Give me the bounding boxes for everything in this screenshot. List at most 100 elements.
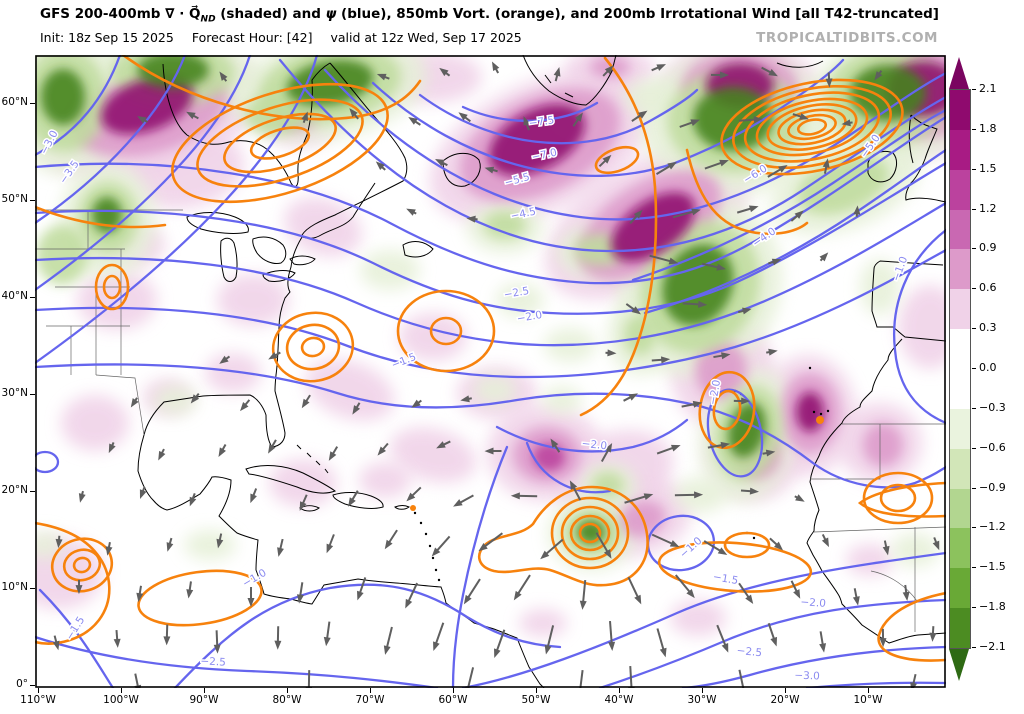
longitude-tick bbox=[204, 688, 205, 693]
longitude-tick-label: 100°W bbox=[103, 694, 139, 706]
latitude-tick-label: 10°N bbox=[1, 581, 28, 593]
init-time: Init: 18z Sep 15 2025 bbox=[40, 30, 174, 45]
title-suffix: (blue), 850mb Vort. (orange), and 200mb … bbox=[336, 6, 939, 22]
colorbar-tick bbox=[972, 646, 976, 648]
title-psi-symbol: ψ bbox=[325, 6, 337, 22]
longitude-tick-label: 70°W bbox=[355, 694, 385, 706]
colorbar-tick bbox=[972, 89, 976, 90]
colorbar-tick bbox=[972, 367, 976, 369]
latitude-tick bbox=[30, 103, 35, 104]
longitude-tick bbox=[287, 688, 288, 693]
colorbar-tick-label: 0.9 bbox=[979, 241, 997, 255]
colorbar-segment bbox=[950, 408, 970, 449]
latitude-tick bbox=[30, 491, 35, 492]
colorbar-tick bbox=[972, 288, 976, 290]
svg-text:−7.5: −7.5 bbox=[528, 114, 555, 129]
latitude-tick-label: 0° bbox=[16, 678, 28, 690]
watermark: TROPICALTIDBITS.COM bbox=[756, 30, 938, 46]
colorbar-segment bbox=[950, 448, 970, 489]
longitude-tick-label: 50°W bbox=[521, 694, 551, 706]
colorbar-tick bbox=[972, 208, 976, 210]
longitude-tick bbox=[702, 688, 703, 693]
colorbar-tick-label: 0.6 bbox=[979, 281, 997, 295]
state-country-borders-layer bbox=[35, 209, 946, 632]
colorbar-segment bbox=[950, 608, 970, 649]
colorbar-tick-label: −0.9 bbox=[979, 480, 1006, 494]
colorbar-tick-label: −1.8 bbox=[979, 600, 1006, 614]
latitude-tick-label: 40°N bbox=[1, 290, 28, 302]
colorbar-tick-label: −0.3 bbox=[979, 400, 1006, 414]
colorbar-segment bbox=[950, 129, 970, 170]
longitude-tick bbox=[619, 688, 620, 693]
colorbar-tick bbox=[972, 607, 976, 609]
forecast-hour: Forecast Hour: [42] bbox=[191, 30, 313, 45]
colorbar-tick bbox=[972, 527, 976, 529]
colorbar-segment bbox=[950, 528, 970, 569]
latitude-tick bbox=[30, 588, 35, 589]
colorbar bbox=[949, 57, 971, 681]
svg-text:−2.0: −2.0 bbox=[581, 438, 608, 453]
longitude-tick bbox=[785, 688, 786, 693]
title-sub-nd: ND bbox=[200, 14, 216, 25]
latitude-tick bbox=[30, 297, 35, 298]
svg-text:−2.0: −2.0 bbox=[800, 596, 826, 610]
svg-text:−2.5: −2.5 bbox=[200, 655, 226, 668]
longitude-tick bbox=[370, 688, 371, 693]
colorbar-tick-label: 1.5 bbox=[979, 161, 997, 175]
latitude-tick bbox=[30, 200, 35, 201]
colorbar-segment bbox=[950, 369, 970, 409]
longitude-tick bbox=[868, 688, 869, 693]
latitude-tick-label: 20°N bbox=[1, 484, 28, 496]
colorbar-segment bbox=[950, 90, 970, 130]
colorbar-tick bbox=[972, 168, 976, 170]
colorbar-segment bbox=[950, 249, 970, 290]
colorbar-segment bbox=[950, 169, 970, 210]
colorbar-tick bbox=[972, 567, 976, 569]
colorbar-segment bbox=[950, 329, 970, 370]
colorbar-segment bbox=[950, 209, 970, 250]
colorbar-tick-label: 2.1 bbox=[979, 82, 997, 95]
coastlines-layer bbox=[137, 55, 946, 688]
latitude-tick-label: 30°N bbox=[1, 387, 28, 399]
svg-text:−2.5: −2.5 bbox=[736, 645, 763, 660]
longitude-tick-label: 30°W bbox=[687, 694, 717, 706]
colorbar-tick-label: 1.8 bbox=[979, 121, 997, 135]
longitude-tick-label: 110°W bbox=[20, 694, 56, 706]
longitude-tick-label: 20°W bbox=[770, 694, 800, 706]
longitude-tick bbox=[536, 688, 537, 693]
init-valid-line: Init: 18z Sep 15 2025 Forecast Hour: [42]… bbox=[40, 30, 540, 45]
chart-title: GFS 200-400mb ∇ · Q⃗ND (shaded) and ψ (b… bbox=[40, 6, 939, 25]
latitude-tick-label: 50°N bbox=[1, 193, 28, 205]
colorbar-segment bbox=[950, 488, 970, 529]
colorbar-tick-label: 0.0 bbox=[979, 360, 997, 374]
longitude-tick bbox=[121, 688, 122, 693]
colorbar-segment bbox=[950, 568, 970, 609]
colorbar-tick bbox=[972, 328, 976, 330]
colorbar-tick bbox=[972, 447, 976, 449]
colorbar-tick-label: −1.2 bbox=[979, 520, 1006, 534]
colorbar-tick bbox=[972, 128, 976, 130]
vorticity-contours-layer bbox=[35, 55, 946, 662]
colorbar-tick-label: −1.5 bbox=[979, 560, 1006, 574]
map-frame bbox=[35, 55, 946, 688]
svg-text:−3.0: −3.0 bbox=[794, 670, 820, 683]
colorbar-under-arrow bbox=[949, 649, 969, 681]
map-canvas: −3.0−3.5−7.5−7.0−5.5−4.5−6.0−5.0−4.0−2.5… bbox=[35, 55, 946, 688]
latitude-tick-label: 60°N bbox=[1, 96, 28, 108]
colorbar-tick bbox=[972, 248, 976, 250]
longitude-tick bbox=[38, 688, 39, 693]
colorbar-tick-label: −2.1 bbox=[979, 639, 1006, 653]
longitude-tick-label: 40°W bbox=[604, 694, 634, 706]
colorbar-tick-label: −0.6 bbox=[979, 440, 1006, 454]
colorbar-segment bbox=[950, 289, 970, 330]
colorbar-gradient bbox=[949, 89, 971, 649]
colorbar-tick-label: 1.2 bbox=[979, 201, 997, 215]
map-plot-area: −3.0 −3.5 −7.5 −7.0 −5.5 −4.5 −6.0 −5.0 −4.0 −2.5… bbox=[35, 55, 946, 688]
longitude-tick bbox=[453, 688, 454, 693]
colorbar-tick-label: 0.3 bbox=[979, 321, 997, 335]
title-math-qvector: ∇ · Q⃗ bbox=[165, 6, 201, 22]
longitude-tick-label: 10°W bbox=[853, 694, 883, 706]
irrotational-wind-layer bbox=[52, 61, 940, 688]
title-mid: (shaded) and bbox=[215, 6, 326, 22]
